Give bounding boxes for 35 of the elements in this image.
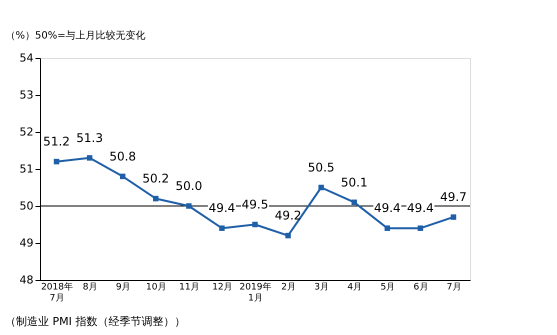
y-tick-label: 54 [20,52,34,64]
y-tick-label: 51 [20,162,34,176]
data-label: 51.2 [43,134,70,149]
y-tick-label: 49 [20,236,34,250]
data-label: 49.4 [374,201,401,216]
x-tick-label: 12月 [212,282,233,292]
x-tick-label: 5月 [380,282,396,292]
data-label: 51.3 [76,130,103,145]
data-label: 50.0 [175,179,202,193]
x-tick-label: 3月 [314,282,330,292]
x-tick-label: 2019年 1月 [240,282,272,304]
data-label: 50.1 [340,175,368,190]
data-label: 49.5 [242,198,268,212]
x-tick-label: 6月 [414,282,428,292]
data-label: 50.2 [142,172,170,186]
x-tick-label: 8月 [82,282,98,292]
data-label: 49.4 [208,201,236,216]
x-tick-label: 2018年 7月 [41,282,73,304]
y-tick-label: 53 [20,88,34,102]
data-label: 50.5 [308,160,335,174]
text: （制造业 PMI 指数（经季节调整）） [5,315,186,328]
data-label: 49.7 [440,190,467,204]
y-tick-label: 52 [20,126,34,138]
x-tick-label: 9月 [116,282,131,292]
x-tick-label: 4月 [347,282,362,292]
x-tick-label: 10月 [146,282,166,292]
y-tick-label: 50 [20,200,34,212]
data-label: 49.2 [274,208,302,223]
y-tick-label: 48 [20,274,34,286]
data-label: 49.4 [407,201,434,216]
x-tick-label: 2月 [281,282,296,292]
x-tick-label: 11月 [179,282,200,292]
data-label: 50.8 [109,149,136,164]
x-tick-label: 7月 [446,282,462,292]
y-axis-title: （%）50%=与上月比较无变化 [6,30,146,42]
